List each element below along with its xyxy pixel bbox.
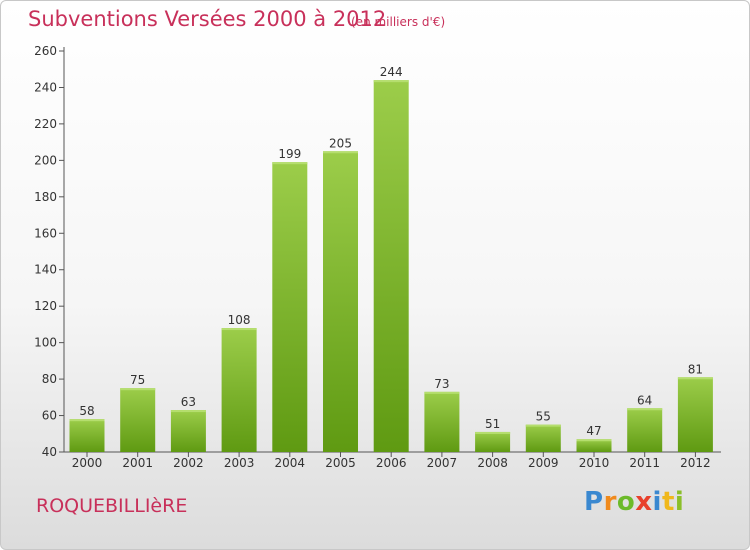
chart-subtitle: (en milliers d'€) — [351, 15, 446, 29]
data-label: 108 — [228, 313, 251, 327]
data-label: 81 — [688, 362, 703, 376]
bar-top-edge — [373, 80, 409, 83]
bar-top-edge — [424, 391, 460, 394]
bar — [576, 439, 612, 452]
x-tick-label: 2008 — [477, 456, 508, 470]
y-tick-label: 180 — [34, 190, 57, 204]
bar-top-edge — [120, 388, 156, 391]
data-label: 64 — [637, 393, 652, 407]
bar-top-edge — [525, 424, 561, 427]
data-label: 47 — [586, 424, 601, 438]
bar — [475, 431, 511, 452]
bar — [525, 424, 561, 452]
proxiti-logo: Proxiti — [584, 487, 684, 517]
bar — [120, 388, 156, 452]
bar — [373, 80, 409, 452]
x-tick-label: 2001 — [122, 456, 153, 470]
y-tick-label: 100 — [34, 336, 57, 350]
data-label: 73 — [434, 377, 449, 391]
bar — [170, 410, 206, 452]
logo-letter: o — [616, 487, 636, 517]
x-tick-label: 2000 — [72, 456, 103, 470]
x-tick-label: 2004 — [275, 456, 306, 470]
x-tick-label: 2009 — [528, 456, 559, 470]
bar — [69, 419, 105, 452]
bar — [323, 151, 358, 452]
logo-letter: t — [661, 487, 675, 517]
logo-letter: r — [603, 487, 617, 517]
y-tick-label: 40 — [42, 445, 57, 459]
bar-top-edge — [475, 431, 511, 434]
data-label: 55 — [536, 410, 551, 424]
bar-top-edge — [576, 439, 612, 442]
bar — [272, 162, 308, 452]
bar — [221, 328, 257, 452]
data-label: 244 — [380, 65, 403, 79]
commune-name: ROQUEBILLIèRE — [36, 495, 188, 517]
x-tick-label: 2006 — [376, 456, 407, 470]
bar-top-edge — [677, 377, 713, 380]
bar — [677, 377, 713, 452]
x-tick-label: 2003 — [224, 456, 255, 470]
y-tick-label: 140 — [34, 263, 57, 277]
x-tick-label: 2002 — [173, 456, 204, 470]
data-label: 51 — [485, 417, 500, 431]
y-tick-label: 240 — [34, 80, 57, 94]
logo-letter: x — [635, 487, 653, 517]
bar-top-edge — [221, 328, 257, 331]
x-tick-label: 2011 — [629, 456, 660, 470]
logo-letter: i — [652, 487, 662, 517]
y-tick-label: 220 — [34, 117, 57, 131]
data-label: 205 — [329, 136, 352, 150]
y-tick-label: 200 — [34, 153, 57, 167]
y-tick-label: 260 — [34, 44, 57, 58]
data-label: 75 — [130, 373, 145, 387]
bar-chart: 40 60 80 100 120 140 160 180 200 220 240 260 58 2000 7… — [34, 44, 721, 470]
x-tick-label: 2005 — [325, 456, 356, 470]
data-label: 63 — [181, 395, 196, 409]
logo-letter: i — [674, 487, 685, 517]
x-tick-label: 2007 — [427, 456, 458, 470]
data-label: 58 — [79, 404, 94, 418]
bar-top-edge — [627, 408, 663, 411]
y-tick-label: 80 — [42, 372, 57, 386]
y-tick-label: 120 — [34, 299, 57, 313]
logo-letter: P — [584, 487, 604, 517]
bar-top-edge — [170, 410, 206, 413]
bar-top-edge — [272, 162, 308, 165]
x-tick-label: 2012 — [680, 456, 711, 470]
bar-top-edge — [69, 419, 105, 422]
y-tick-label: 60 — [42, 409, 57, 423]
bar — [424, 391, 460, 452]
bar — [627, 408, 663, 452]
chart-title: Subventions Versées 2000 à 2012 — [28, 7, 387, 31]
y-tick-label: 160 — [34, 226, 57, 240]
x-tick-label: 2010 — [579, 456, 610, 470]
data-label: 199 — [278, 147, 301, 161]
bar-top-edge — [323, 151, 358, 154]
